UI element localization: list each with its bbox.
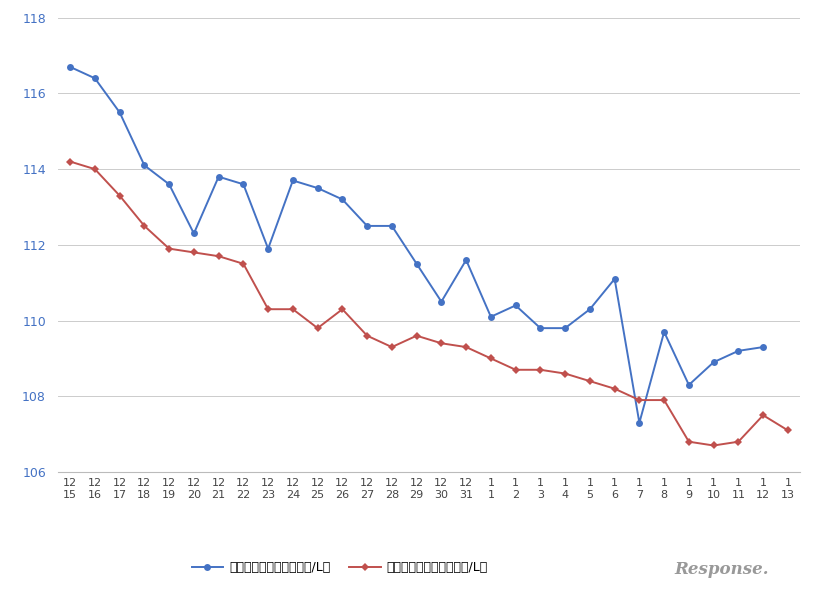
レギュラー実売価格（円/L）: [238, 260, 248, 267]
レギュラー実売価格（円/L）: [610, 385, 620, 392]
レギュラー実売価格（円/L）: [65, 158, 75, 165]
レギュラー実売価格（円/L）: [733, 438, 743, 445]
レギュラー看板価格（円/L）: [659, 329, 669, 336]
レギュラー実売価格（円/L）: [634, 396, 644, 404]
レギュラー実売価格（円/L）: [758, 412, 768, 419]
レギュラー看板価格（円/L）: [263, 245, 273, 252]
レギュラー看板価格（円/L）: [511, 302, 521, 309]
Legend: レギュラー看板価格（円/L）, レギュラー実売価格（円/L）: レギュラー看板価格（円/L）, レギュラー実売価格（円/L）: [186, 556, 493, 579]
レギュラー実売価格（円/L）: [535, 366, 545, 373]
レギュラー実売価格（円/L）: [783, 427, 793, 434]
Text: Response.: Response.: [675, 561, 769, 578]
レギュラー看板価格（円/L）: [337, 196, 347, 203]
レギュラー看板価格（円/L）: [585, 306, 595, 313]
レギュラー実売価格（円/L）: [709, 442, 719, 449]
レギュラー看板価格（円/L）: [461, 257, 471, 264]
レギュラー実売価格（円/L）: [560, 370, 570, 377]
レギュラー看板価格（円/L）: [115, 109, 125, 116]
レギュラー実売価格（円/L）: [387, 343, 397, 350]
Line: レギュラー看板価格（円/L）: レギュラー看板価格（円/L）: [67, 64, 766, 426]
レギュラー実売価格（円/L）: [337, 306, 347, 313]
Line: レギュラー実売価格（円/L）: レギュラー実売価格（円/L）: [68, 159, 790, 448]
レギュラー看板価格（円/L）: [758, 343, 768, 350]
レギュラー看板価格（円/L）: [436, 298, 446, 305]
レギュラー看板価格（円/L）: [238, 181, 248, 188]
レギュラー実売価格（円/L）: [684, 438, 694, 445]
レギュラー実売価格（円/L）: [115, 192, 125, 199]
レギュラー実売価格（円/L）: [659, 396, 669, 404]
レギュラー看板価格（円/L）: [610, 276, 620, 283]
レギュラー看板価格（円/L）: [684, 381, 694, 388]
レギュラー実売価格（円/L）: [189, 249, 199, 256]
レギュラー実売価格（円/L）: [511, 366, 521, 373]
レギュラー実売価格（円/L）: [362, 332, 372, 339]
レギュラー看板価格（円/L）: [164, 181, 174, 188]
レギュラー実売価格（円/L）: [486, 355, 496, 362]
レギュラー看板価格（円/L）: [65, 63, 75, 70]
レギュラー実売価格（円/L）: [436, 340, 446, 347]
レギュラー実売価格（円/L）: [585, 378, 595, 385]
レギュラー実売価格（円/L）: [288, 306, 298, 313]
レギュラー看板価格（円/L）: [288, 177, 298, 184]
レギュラー看板価格（円/L）: [634, 419, 644, 427]
レギュラー実売価格（円/L）: [164, 245, 174, 252]
レギュラー看板価格（円/L）: [189, 230, 199, 237]
レギュラー看板価格（円/L）: [90, 75, 100, 82]
レギュラー看板価格（円/L）: [139, 162, 149, 169]
レギュラー看板価格（円/L）: [362, 222, 372, 230]
レギュラー看板価格（円/L）: [733, 348, 743, 355]
レギュラー看板価格（円/L）: [412, 260, 422, 267]
レギュラー看板価格（円/L）: [387, 222, 397, 230]
レギュラー看板価格（円/L）: [709, 359, 719, 366]
レギュラー看板価格（円/L）: [214, 173, 224, 180]
レギュラー実売価格（円/L）: [263, 306, 273, 313]
レギュラー実売価格（円/L）: [461, 343, 471, 350]
レギュラー看板価格（円/L）: [486, 313, 496, 320]
レギュラー実売価格（円/L）: [90, 166, 100, 173]
レギュラー看板価格（円/L）: [535, 324, 545, 332]
レギュラー実売価格（円/L）: [139, 222, 149, 230]
レギュラー実売価格（円/L）: [412, 332, 422, 339]
レギュラー看板価格（円/L）: [313, 185, 323, 192]
レギュラー実売価格（円/L）: [313, 324, 323, 332]
レギュラー実売価格（円/L）: [214, 253, 224, 260]
レギュラー看板価格（円/L）: [560, 324, 570, 332]
